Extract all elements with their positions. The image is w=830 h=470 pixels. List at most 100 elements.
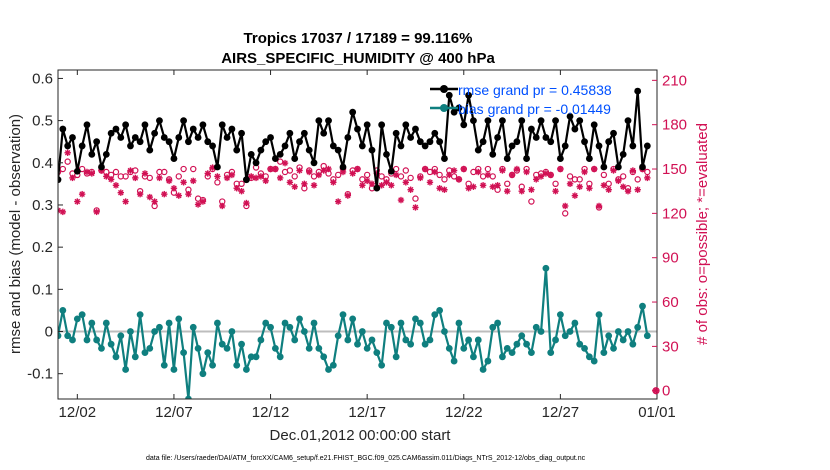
legend-bias-label: bias grand pr = -0.01449 [458, 101, 611, 117]
rmse-point [180, 117, 187, 125]
bias-point [412, 315, 419, 323]
evaluated-obs-point [615, 177, 622, 185]
y-right-tick-label: 210 [662, 72, 687, 89]
evaluated-obs-point [494, 182, 501, 189]
rmse-point [441, 155, 448, 162]
bias-point [300, 328, 308, 335]
rmse-point [93, 138, 101, 146]
rmse-point [242, 176, 250, 184]
chart-subtitle: AIRS_SPECIFIC_HUMIDITY @ 400 hPa [221, 50, 495, 67]
y-tick-label: 0.4 [32, 155, 53, 172]
rmse-point [537, 117, 545, 125]
bias-point [474, 336, 482, 344]
evaluated-obs-point [518, 187, 525, 195]
bias-point [518, 332, 526, 340]
rmse-point [300, 129, 308, 137]
possible-obs-point [59, 165, 67, 173]
evaluated-obs-point [219, 202, 226, 210]
bias-point [431, 311, 439, 319]
evaluated-obs-point [383, 179, 390, 186]
evaluated-obs-point [262, 177, 269, 185]
bias-point [112, 353, 120, 361]
bias-point [547, 349, 555, 357]
rmse-point [358, 142, 366, 150]
bias-point [465, 336, 473, 344]
rmse-point [484, 117, 492, 125]
evaluated-obs-point [69, 174, 76, 182]
possible-obs-point [64, 158, 71, 165]
bias-point [238, 340, 245, 348]
rmse-point [595, 142, 603, 150]
bias-point [499, 353, 506, 361]
x-axis-label: Dec.01,2012 00:00:00 start [270, 427, 452, 444]
bias-point [329, 361, 337, 369]
bias-point [445, 344, 453, 352]
rmse-point [383, 150, 390, 158]
bias-point [494, 319, 501, 327]
evaluated-obs-point [301, 180, 308, 188]
evaluated-obs-point [330, 179, 337, 186]
evaluated-obs-point [64, 149, 71, 156]
rmse-point [122, 121, 130, 129]
legend: rmse grand pr = 0.45838 bias grand pr = … [430, 82, 612, 117]
bias-point [532, 323, 540, 331]
evaluated-obs-point [252, 174, 260, 182]
evaluated-obs-point [305, 168, 313, 176]
rmse-point [639, 163, 646, 171]
rmse-point [329, 142, 337, 150]
rmse-point [431, 129, 439, 137]
bias-point [619, 336, 627, 344]
evaluated-obs-point [402, 179, 410, 186]
bias-point [296, 315, 303, 323]
evaluated-obs-point [257, 173, 265, 180]
evaluated-obs-point [112, 182, 120, 189]
rmse-point [363, 121, 371, 129]
chart-title: Tropics 17037 / 17189 = 99.116% [244, 30, 473, 47]
bias-point [484, 357, 492, 365]
rmse-point [624, 117, 632, 125]
bias-point [247, 353, 255, 361]
evaluated-obs-point [281, 159, 289, 167]
evaluated-obs-point [499, 167, 506, 174]
rmse-point [397, 142, 405, 150]
rmse-point [64, 142, 72, 150]
bias-point [320, 353, 328, 361]
evaluated-obs-point [547, 171, 554, 179]
evaluated-obs-point [552, 187, 559, 195]
evaluated-obs-point [359, 182, 366, 189]
bias-point [537, 328, 545, 335]
y-right-tick-label: 0 [662, 383, 670, 400]
bias-point [523, 340, 530, 348]
evaluated-obs-point [248, 173, 255, 180]
evaluated-obs-point [180, 179, 187, 186]
bias-point [170, 366, 178, 373]
evaluated-obs-point [624, 187, 632, 195]
bias-point [58, 332, 62, 340]
x-tick-label: 12/07 [155, 404, 193, 421]
possible-obs-point [190, 165, 197, 173]
bias-point [421, 340, 429, 348]
rmse-point [571, 125, 579, 133]
y-tick-label: -0.1 [27, 366, 53, 383]
rmse-point [528, 125, 535, 133]
rmse-point [614, 163, 622, 171]
rmse-point [151, 129, 159, 137]
rmse-point [460, 121, 468, 129]
evaluated-obs-point [528, 186, 535, 193]
bias-point [64, 332, 72, 340]
rmse-point [344, 134, 352, 141]
possible-obs-point [291, 173, 298, 180]
rmse-point [223, 134, 231, 141]
rmse-point [146, 146, 154, 154]
rmse-point [542, 134, 550, 141]
evaluated-obs-point [175, 192, 182, 199]
bias-point [643, 332, 651, 340]
rmse-point [532, 134, 540, 141]
possible-obs-point [634, 176, 641, 183]
evaluated-obs-point [194, 201, 202, 208]
bias-point [585, 353, 593, 361]
evaluated-obs-point [185, 190, 192, 198]
bias-point [552, 336, 559, 344]
bias-point [286, 323, 294, 331]
bias-point [503, 344, 511, 352]
